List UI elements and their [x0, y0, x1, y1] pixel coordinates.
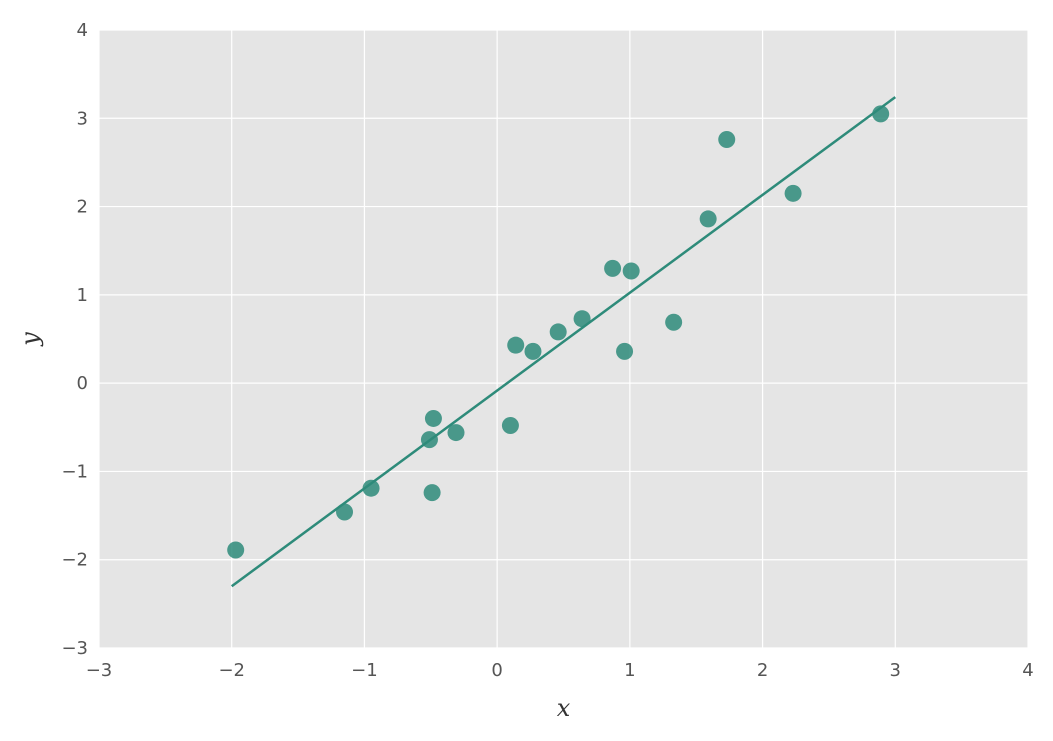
data-point [616, 342, 634, 360]
y-tick-label: −2 [61, 550, 88, 571]
data-point [699, 210, 717, 228]
data-point [501, 417, 519, 435]
x-tick-label: −3 [86, 660, 113, 681]
y-tick-label: 3 [77, 108, 88, 129]
y-tick-label: 1 [77, 285, 88, 306]
data-point [424, 409, 442, 427]
data-point [784, 184, 802, 202]
x-tick-label: −1 [351, 660, 378, 681]
data-point [573, 310, 591, 328]
x-tick-label: 1 [624, 660, 635, 681]
data-point [336, 503, 354, 521]
data-point [622, 262, 640, 280]
data-point [362, 479, 380, 497]
plot-background [99, 30, 1028, 648]
x-axis-title: x [557, 694, 571, 722]
y-tick-label: 2 [77, 197, 88, 218]
y-tick-label: −1 [61, 461, 88, 482]
data-point [423, 484, 441, 502]
x-tick-label: 4 [1022, 660, 1033, 681]
y-tick-label: −3 [61, 638, 88, 659]
y-tick-label: 0 [77, 373, 88, 394]
data-point [604, 259, 622, 277]
data-points [227, 105, 890, 559]
x-tick-label: 0 [491, 660, 502, 681]
data-point [227, 541, 245, 559]
y-axis-title: y [16, 332, 44, 347]
x-tick-label: 3 [890, 660, 901, 681]
data-point [872, 105, 890, 123]
grid-lines [98, 29, 1029, 649]
tick-labels: −3 −2 −1 0 1 2 3 4 −3 −2 −1 0 1 2 3 4 [61, 20, 1033, 681]
y-tick-label: 4 [77, 20, 88, 41]
data-point [549, 323, 567, 341]
data-point [420, 431, 438, 449]
data-point [507, 336, 525, 354]
data-point [665, 313, 683, 331]
data-point [524, 342, 542, 360]
x-tick-label: 2 [757, 660, 768, 681]
x-tick-label: −2 [218, 660, 245, 681]
data-point [447, 424, 465, 442]
data-point [718, 130, 736, 148]
